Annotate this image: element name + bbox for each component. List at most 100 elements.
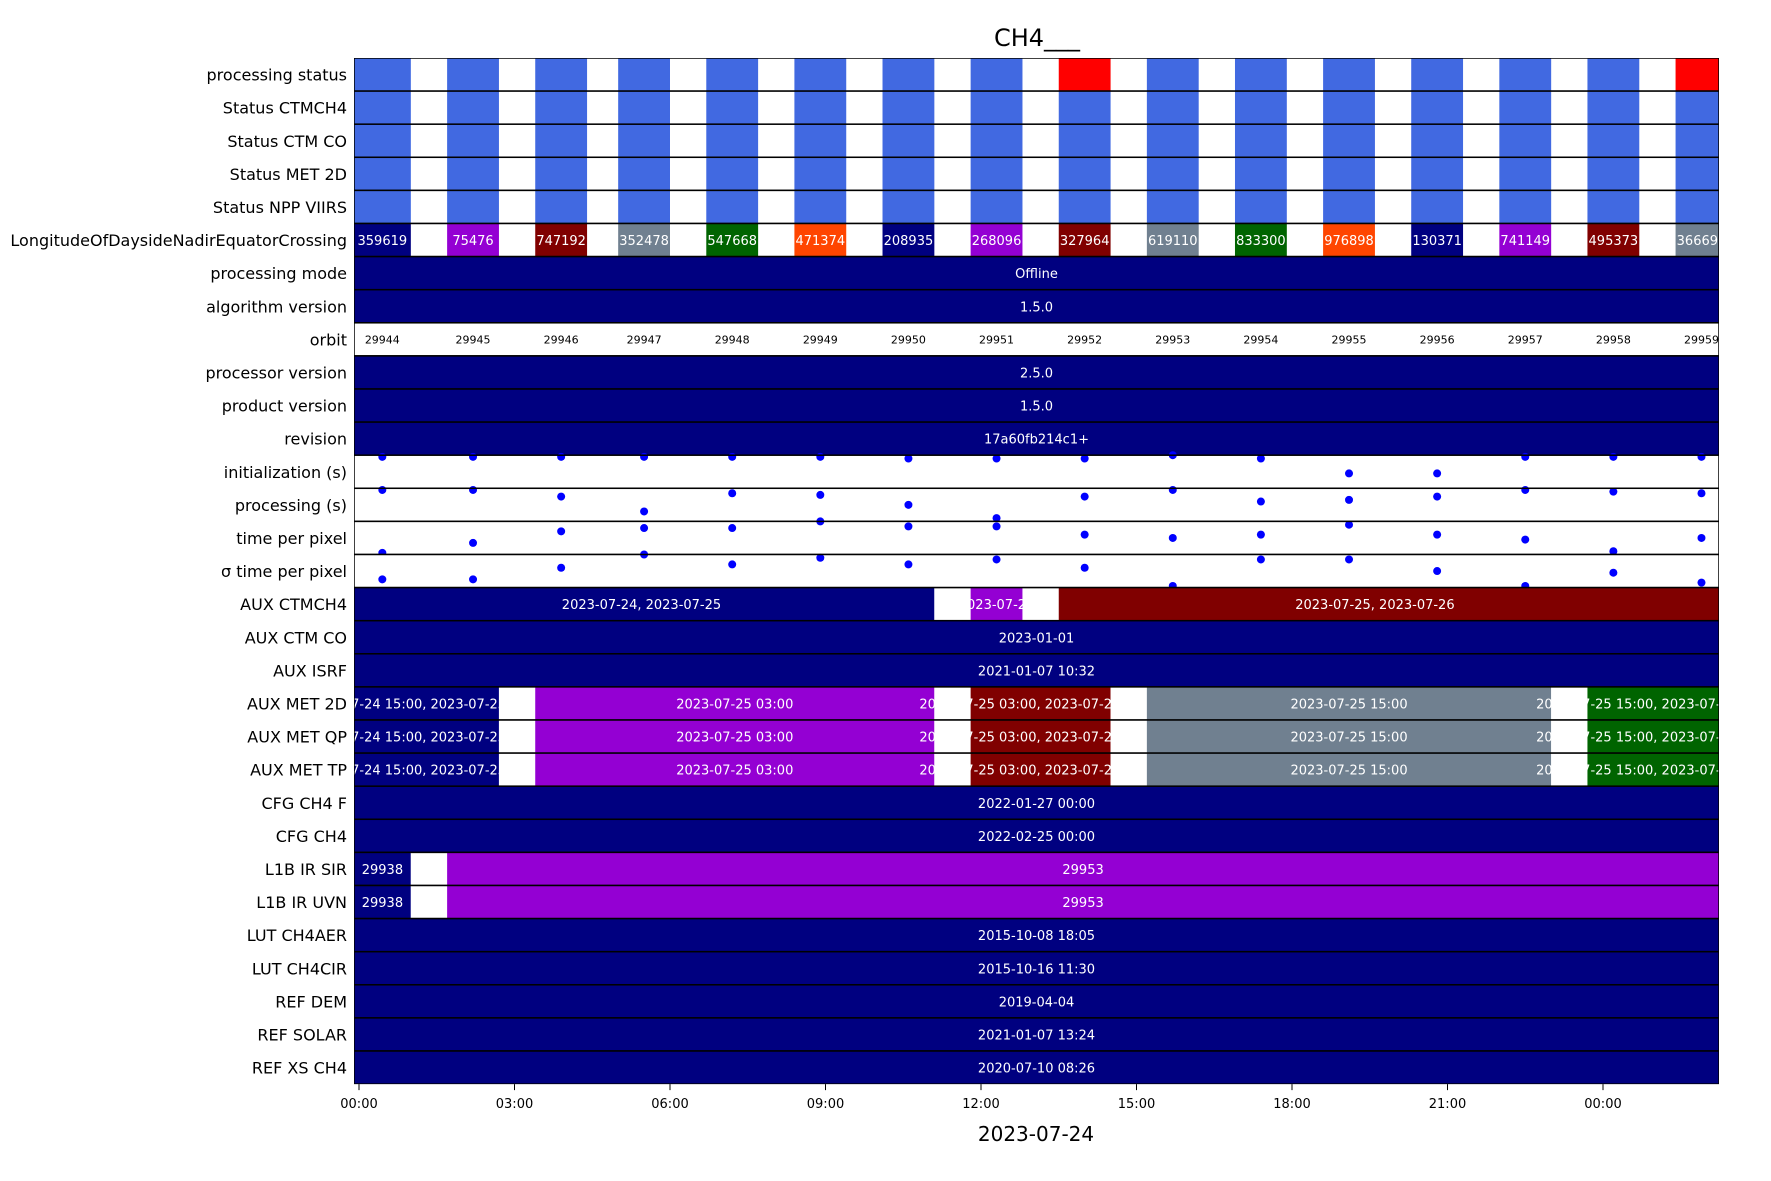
segment-bar: [1110, 686, 1147, 720]
status-bar: [1411, 58, 1464, 92]
segment-bar: [535, 720, 935, 754]
orbit-number: 29944: [365, 333, 400, 346]
longitude-value: 359619: [358, 234, 408, 249]
row-16: 2023-07-24, 2023-07-25 2023-07-25 2023-07-…: [354, 586, 1719, 622]
segment-bar: [970, 720, 1111, 754]
segment-bar: [498, 720, 536, 754]
longitude-value: 547668: [707, 234, 757, 249]
value-bar: [354, 786, 1719, 820]
status-bar: [1499, 58, 1552, 92]
data-point: [816, 452, 825, 461]
data-point: [1345, 520, 1354, 529]
value-bar: [354, 1051, 1719, 1085]
longitude-bar: [970, 223, 1023, 257]
longitude-value: 833300: [1236, 234, 1286, 249]
data-point: [1080, 563, 1089, 572]
longitude-bar: [1146, 223, 1199, 257]
row-label: L1B IR UVN: [256, 893, 347, 912]
status-bar: [1675, 157, 1719, 191]
status-bar: [1499, 190, 1552, 224]
longitude-bar: [1411, 223, 1464, 257]
row-20: 2023-07-24 15:00, 2023-07-25 03:00 2023-0…: [354, 719, 1719, 754]
status-bar: [618, 190, 670, 224]
data-point: [904, 522, 913, 531]
data-point: [904, 500, 913, 509]
orbit-number: 29958: [1596, 333, 1631, 346]
longitude-value: 741149: [1500, 234, 1550, 249]
data-point: [378, 575, 387, 584]
row-30: 2020-07-10 08:26: [354, 1050, 1719, 1085]
status-bar: [1146, 91, 1199, 125]
segment-bar: [354, 885, 411, 919]
segment-label: 2023-07-25, 2023-07-26: [1295, 598, 1454, 613]
longitude-bar: [1675, 223, 1719, 257]
segment-label: 2023-07-25 03:00, 2023-07-25 15:00: [919, 697, 1162, 712]
data-point: [1433, 469, 1442, 478]
row-label: Status CTM CO: [227, 132, 347, 151]
data-point: [1609, 452, 1618, 461]
value-label: 2020-07-10 08:26: [978, 1062, 1095, 1077]
orbit-number: 29957: [1508, 333, 1543, 346]
segment-bar: [970, 753, 1111, 787]
orbit-number: 29950: [891, 333, 926, 346]
row-background: [354, 488, 1719, 522]
row-25: 29938 29953: [354, 884, 1719, 920]
x-tick-label: 00:00: [1584, 1097, 1621, 1112]
value-label: 2021-01-07 13:24: [978, 1028, 1095, 1043]
x-tick-label: 18:00: [1273, 1097, 1310, 1112]
status-bar: [1234, 190, 1287, 224]
status-bar: [1058, 157, 1111, 191]
data-point: [1521, 485, 1530, 494]
status-bar: [794, 91, 847, 125]
status-bar: [1675, 58, 1719, 92]
value-label: 2023-01-01: [999, 631, 1075, 646]
row-label: initialization (s): [224, 463, 347, 482]
orbit-number: 29948: [715, 333, 750, 346]
status-bar: [794, 124, 847, 158]
row-label: LongitudeOfDaysideNadirEquatorCrossing: [10, 231, 347, 250]
value-bar: [354, 620, 1719, 654]
status-bar: [794, 157, 847, 191]
status-bar: [535, 91, 588, 125]
segment-bar: [1058, 587, 1719, 621]
row-7: 1.5.0: [354, 288, 1719, 324]
status-bar: [1058, 91, 1111, 125]
status-bar: [1323, 91, 1375, 125]
longitude-bar: [535, 223, 588, 257]
data-point: [1168, 485, 1177, 494]
status-bar: [618, 157, 670, 191]
status-bar: [1411, 91, 1464, 125]
segment-label: 2023-07-25: [959, 598, 1035, 613]
segment-label: 2023-07-25 15:00: [1290, 731, 1407, 746]
data-point: [904, 560, 913, 569]
status-bar: [794, 58, 847, 92]
row-15: [354, 550, 1719, 590]
row-3: [354, 156, 1719, 192]
status-bar: [535, 157, 588, 191]
value-label: 2.5.0: [1020, 366, 1053, 381]
row-1: [354, 90, 1719, 125]
status-bar: [970, 124, 1023, 158]
row-label: L1B IR SIR: [265, 860, 347, 879]
status-bar: [1146, 190, 1199, 224]
status-bar: [1587, 58, 1640, 92]
data-point: [640, 524, 649, 533]
segment-bar: [498, 686, 536, 720]
status-bar: [535, 124, 588, 158]
data-point: [992, 555, 1001, 564]
chart-title: CH4___: [994, 24, 1081, 52]
row-11: 17a60fb214c1+: [354, 421, 1719, 456]
segment-label: 29938: [362, 896, 403, 911]
status-bar: [882, 91, 935, 125]
orbit-number: 29955: [1332, 333, 1367, 346]
status-bar: [1587, 157, 1640, 191]
value-label: 1.5.0: [1020, 300, 1053, 315]
segment-bar: [1022, 587, 1059, 621]
row-label: orbit: [310, 330, 347, 349]
value-bar: [354, 422, 1719, 456]
x-tick-label: 00:00: [340, 1097, 377, 1112]
row-label: Status MET 2D: [230, 165, 347, 184]
longitude-bar: [1234, 223, 1287, 257]
status-bar: [1499, 91, 1552, 125]
status-bar: [447, 91, 499, 125]
